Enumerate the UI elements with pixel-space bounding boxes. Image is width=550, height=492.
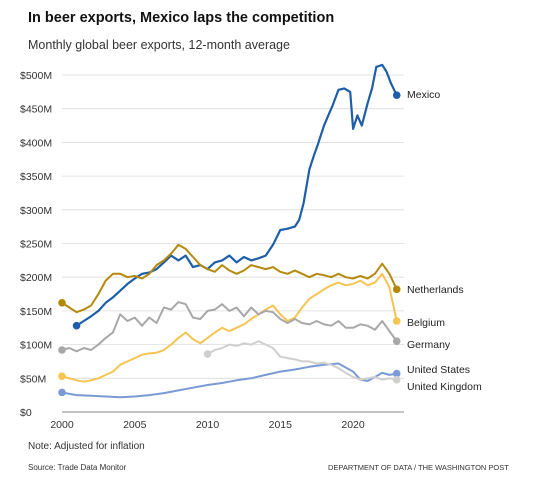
y-tick-label: $150M xyxy=(20,306,52,318)
chart-source: Source: Trade Data Monitor xyxy=(28,463,127,472)
series-label: Germany xyxy=(407,339,451,351)
series-start-point xyxy=(58,388,66,397)
series-start-point xyxy=(58,299,66,307)
y-tick-label: $0 xyxy=(20,407,32,419)
series-end-point xyxy=(392,375,401,384)
y-tick-label: $500M xyxy=(20,70,52,82)
chart-title: In beer exports, Mexico laps the competi… xyxy=(28,10,335,26)
series-start-point xyxy=(58,372,66,381)
series-start-point xyxy=(203,350,212,358)
series-start-point xyxy=(58,346,66,354)
x-tick-label: 2000 xyxy=(50,419,74,431)
y-tick-label: $300M xyxy=(20,205,52,217)
y-tick-label: $200M xyxy=(20,272,52,284)
y-axis-tick-labels: $0 $50M $100M $150M $200M $250M $300M $350M $400… xyxy=(20,70,52,419)
chart-subtitle: Monthly global beer exports, 12-month av… xyxy=(28,38,290,52)
series-line-belgium xyxy=(61,272,398,383)
series-label: Belgium xyxy=(407,317,445,329)
series-line-united-states xyxy=(61,362,397,399)
series-end-point xyxy=(392,369,401,378)
series-lines xyxy=(58,63,401,399)
series-line-netherlands xyxy=(61,243,398,314)
x-tick-label: 2020 xyxy=(341,419,365,431)
series-line-germany xyxy=(61,301,398,353)
gridlines xyxy=(62,74,404,413)
chart-note: Note: Adjusted for inflation xyxy=(28,441,145,452)
x-tick-label: 2005 xyxy=(123,419,147,431)
series-label: United Kingdom xyxy=(407,381,482,393)
y-tick-label: $450M xyxy=(20,104,52,116)
series-label: Netherlands xyxy=(407,284,464,296)
series-label: United States xyxy=(407,364,470,376)
y-tick-label: $350M xyxy=(20,171,52,183)
series-end-point xyxy=(392,285,401,294)
y-tick-label: $50M xyxy=(20,373,46,385)
series-end-point xyxy=(392,317,401,325)
series-line-united-kingdom xyxy=(207,340,397,381)
series-start-point xyxy=(72,321,81,330)
chart-credit: DEPARTMENT OF DATA / THE WASHINGTON POST xyxy=(328,463,509,472)
series-labels: Mexico Netherlands Belgium Germany United St… xyxy=(407,89,482,393)
y-tick-label: $400M xyxy=(20,137,52,149)
series-end-point xyxy=(392,337,401,346)
y-tick-label: $100M xyxy=(20,340,52,352)
x-tick-label: 2010 xyxy=(196,419,220,431)
x-axis-tick-labels: 2000 2005 2010 2015 2020 xyxy=(50,419,365,431)
series-end-point xyxy=(392,91,401,100)
series-line-mexico xyxy=(75,63,398,327)
y-tick-label: $250M xyxy=(20,239,52,251)
series-label: Mexico xyxy=(407,89,440,101)
x-tick-label: 2015 xyxy=(269,419,293,431)
